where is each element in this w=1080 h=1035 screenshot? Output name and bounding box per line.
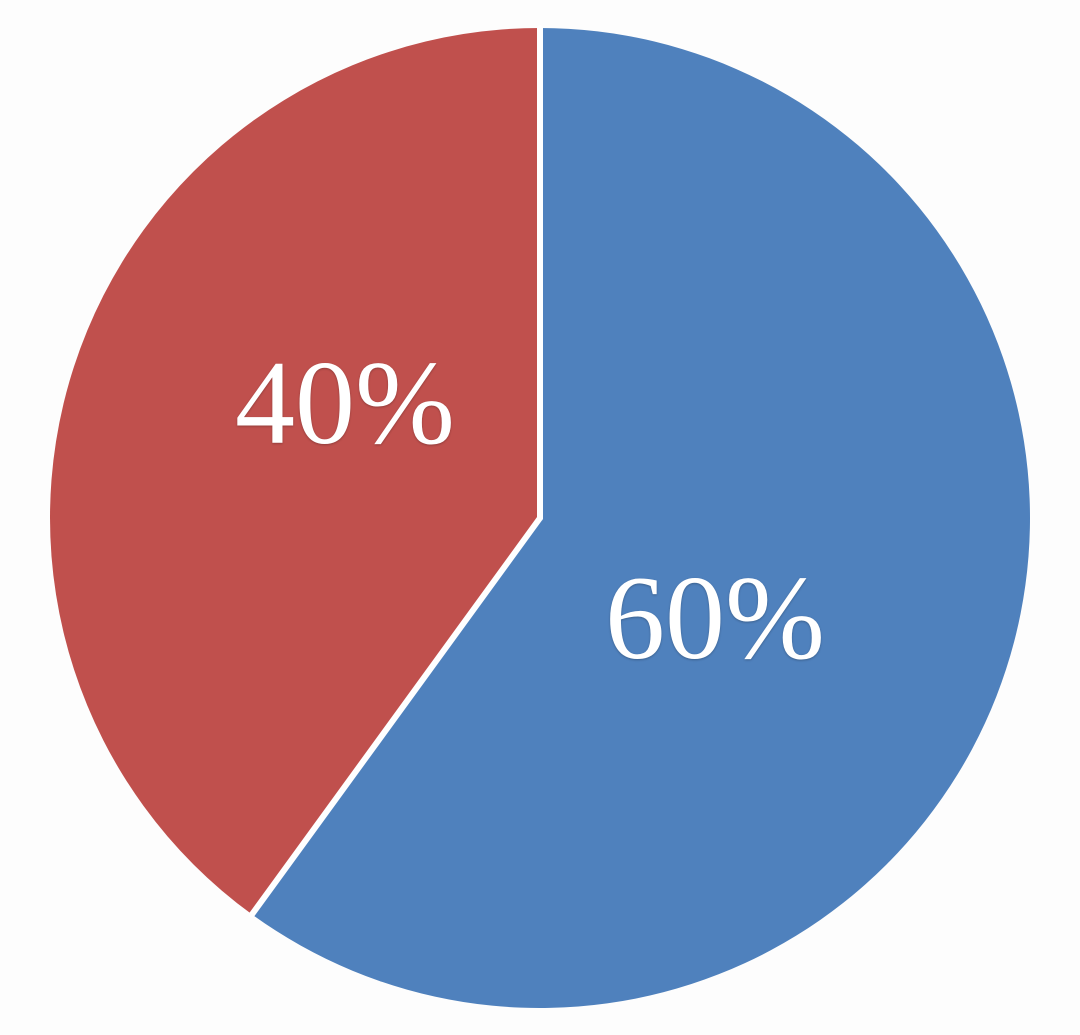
slice-label-slice-40: 40% <box>235 334 455 472</box>
pie-chart: 60% 40% <box>40 18 1040 1018</box>
pie-svg <box>40 18 1040 1018</box>
slice-label-slice-60: 60% <box>605 549 825 687</box>
